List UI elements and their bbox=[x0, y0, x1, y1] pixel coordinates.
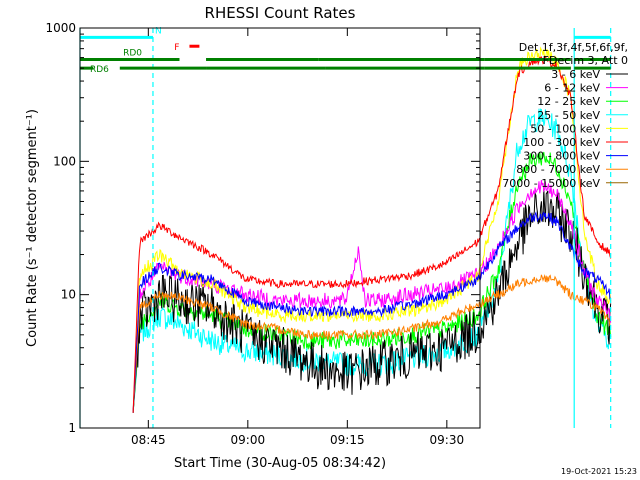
y-axis-label: Count Rate (s⁻¹ detector segment⁻¹) bbox=[25, 109, 40, 347]
legend: Det 1f,3f,4f,5f,6f,9f, FDecim 3, Att 0 3… bbox=[502, 41, 628, 190]
x-tick-label-2: 09:15 bbox=[330, 433, 365, 447]
plot-frame bbox=[79, 27, 481, 429]
legend-label-4: 50 - 100 keV bbox=[530, 122, 600, 135]
legend-label-1: 6 - 12 keV bbox=[544, 82, 600, 95]
legend-header-line-1: Det 1f,3f,4f,5f,6f,9f, bbox=[519, 41, 628, 54]
legend-label-6: 300 - 800 keV bbox=[523, 150, 600, 163]
legend-label-0: 3 - 6 keV bbox=[551, 68, 600, 81]
y-tick-label-2: 100 bbox=[53, 154, 76, 168]
legend-label-8: 7000 - 15000 keV bbox=[502, 177, 600, 190]
legend-header-line-2: FDecim 3, Att 0 bbox=[543, 54, 628, 67]
axis-ticks: 08:45 09:00 09:15 09:30 1 10 100 1000 bbox=[45, 21, 480, 447]
footer-date: 19-Oct-2021 15:23 bbox=[561, 467, 637, 476]
x-tick-label-0: 08:45 bbox=[131, 433, 166, 447]
status-bar-label-3: RD6 bbox=[90, 65, 109, 75]
y-tick-label-3: 1000 bbox=[45, 21, 76, 35]
plot-area: N F RD0 RD6 bbox=[79, 26, 612, 428]
series-line-7 bbox=[132, 273, 611, 413]
x-tick-label-1: 09:00 bbox=[231, 433, 266, 447]
chart-title: RHESSI Count Rates bbox=[205, 4, 356, 22]
status-bar-label-0: N bbox=[155, 26, 162, 36]
y-tick-label-0: 1 bbox=[68, 421, 76, 435]
series-line-6 bbox=[132, 211, 612, 413]
legend-label-5: 100 - 300 keV bbox=[523, 136, 600, 149]
legend-label-3: 25 - 50 keV bbox=[537, 109, 600, 122]
legend-label-7: 800 - 7000 keV bbox=[516, 163, 600, 176]
y-tick-label-1: 10 bbox=[61, 288, 76, 302]
legend-label-2: 12 - 25 keV bbox=[537, 95, 600, 108]
series-line-0 bbox=[132, 189, 612, 413]
series-line-2 bbox=[132, 151, 612, 413]
series-line-5 bbox=[132, 55, 612, 413]
x-tick-label-3: 09:30 bbox=[430, 433, 465, 447]
status-bar-label-2: RD0 bbox=[123, 49, 142, 59]
x-axis-label: Start Time (30-Aug-05 08:34:42) bbox=[174, 456, 386, 471]
status-bar-label-1: F bbox=[174, 43, 179, 53]
series-line-4 bbox=[132, 46, 612, 413]
